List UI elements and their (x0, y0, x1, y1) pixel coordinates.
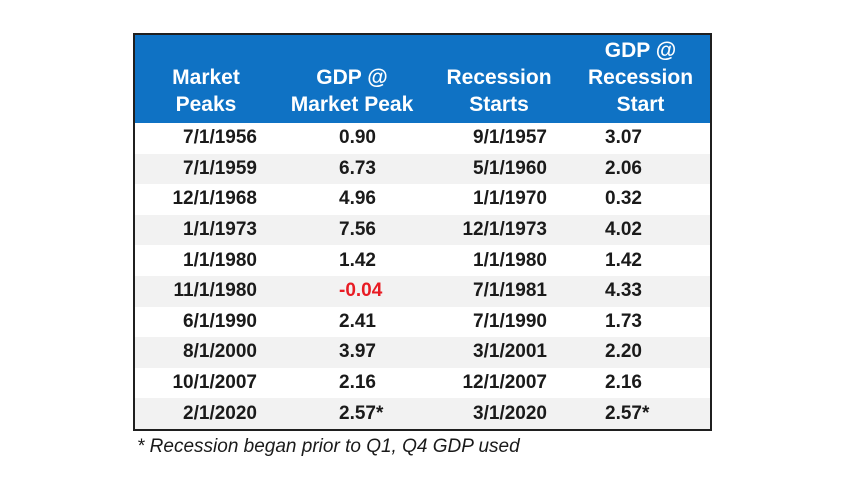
recession-start-date: 1/1/1970 (473, 188, 547, 210)
table-row: 7/1/1959 6.73 5/1/1960 2.06 (135, 153, 710, 185)
gdp-at-market-peak: 2.41 (339, 310, 376, 332)
gdp-at-recession-start: 0.32 (605, 188, 642, 210)
gdp-at-recession-start: 1.42 (605, 249, 642, 271)
gdp-at-market-peak: 2.16 (339, 372, 376, 394)
gdp-at-market-peak: 6.73 (339, 157, 376, 179)
market-peak-date: 1/1/1980 (183, 249, 257, 271)
market-peak-date: 7/1/1959 (183, 157, 257, 179)
gdp-at-recession-start: 1.73 (605, 310, 642, 332)
table-body: 7/1/1956 0.90 9/1/1957 3.07 7/1/1959 6.73 5/1/… (135, 123, 710, 429)
table-row: 7/1/1956 0.90 9/1/1957 3.07 (135, 123, 710, 154)
gdp-at-recession-start: 3.07 (605, 127, 642, 149)
gdp-at-market-peak: 4.96 (339, 188, 376, 210)
header-row: Market Peaks GDP @ Market Peak Recession S… (135, 35, 710, 123)
recession-start-date: 3/1/2001 (473, 341, 547, 363)
recession-start-date: 7/1/1990 (473, 310, 547, 332)
market-peak-date: 7/1/1956 (183, 127, 257, 149)
table-row: 10/1/2007 2.16 12/1/2007 2.16 (135, 368, 710, 399)
gdp-at-recession-start: 2.06 (605, 157, 642, 179)
market-peak-header: Market Peaks (172, 66, 240, 116)
table-row: 2/1/2020 2.57* 3/1/2020 2.57* (135, 398, 710, 429)
recession-start-date: 5/1/1960 (473, 157, 547, 179)
recession-start-date: 1/1/1980 (473, 249, 547, 271)
gdp-at-market-peak: 3.97 (339, 341, 376, 363)
gdp-market-peak-header: GDP @ Market Peak (290, 66, 414, 116)
gdp-at-recession-start: 2.57* (605, 402, 650, 424)
table-row: 6/1/1990 2.41 7/1/1990 1.73 (135, 307, 710, 338)
market-peak-date: 12/1/1968 (172, 188, 257, 210)
recession-start-date: 3/1/2020 (473, 402, 547, 424)
table-row: 8/1/2000 3.97 3/1/2001 2.20 (135, 337, 710, 368)
recession-start-date: 9/1/1957 (473, 127, 547, 149)
market-peak-date: 2/1/2020 (183, 402, 257, 424)
gdp-at-market-peak: 2.57* (339, 402, 384, 424)
market-peak-date: 6/1/1990 (183, 310, 257, 332)
gdp-at-recession-start: 4.33 (605, 280, 642, 302)
gdp-recession-start-header: GDP @ Recession Start (587, 39, 694, 116)
data-table: Market Peaks GDP @ Market Peak Recession S… (135, 35, 710, 429)
market-peak-date: 1/1/1973 (183, 219, 257, 241)
table-row: 1/1/1973 7.56 12/1/1973 4.02 (135, 214, 710, 246)
gdp-at-market-peak: 1.42 (339, 249, 376, 271)
table-row: 11/1/1980 -0.04 7/1/1981 4.33 (135, 275, 710, 307)
market-peak-date: 11/1/1980 (173, 280, 257, 302)
table-header: Market Peaks GDP @ Market Peak Recession S… (135, 35, 710, 123)
recession-start-date: 7/1/1981 (473, 280, 547, 302)
footnote: * Recession began prior to Q1, Q4 GDP us… (137, 436, 520, 457)
gdp-at-recession-start: 2.20 (605, 341, 642, 363)
recession-start-header: Recession Starts (446, 66, 552, 116)
recession-start-date: 12/1/2007 (462, 372, 547, 394)
gdp-at-market-peak: -0.04 (339, 280, 383, 302)
recession-start-date: 12/1/1973 (462, 219, 547, 241)
gdp-at-market-peak: 7.56 (339, 219, 376, 241)
gdp-at-market-peak: 0.90 (339, 127, 376, 149)
market-peak-date: 8/1/2000 (183, 341, 257, 363)
gdp-recession-table: Market Peaks GDP @ Market Peak Recession S… (133, 33, 712, 431)
gdp-at-recession-start: 4.02 (605, 219, 642, 241)
table-row: 1/1/1980 1.42 1/1/1980 1.42 (135, 245, 710, 276)
gdp-at-recession-start: 2.16 (605, 372, 642, 394)
table-row: 12/1/1968 4.96 1/1/1970 0.32 (135, 184, 710, 215)
market-peak-date: 10/1/2007 (172, 372, 257, 394)
